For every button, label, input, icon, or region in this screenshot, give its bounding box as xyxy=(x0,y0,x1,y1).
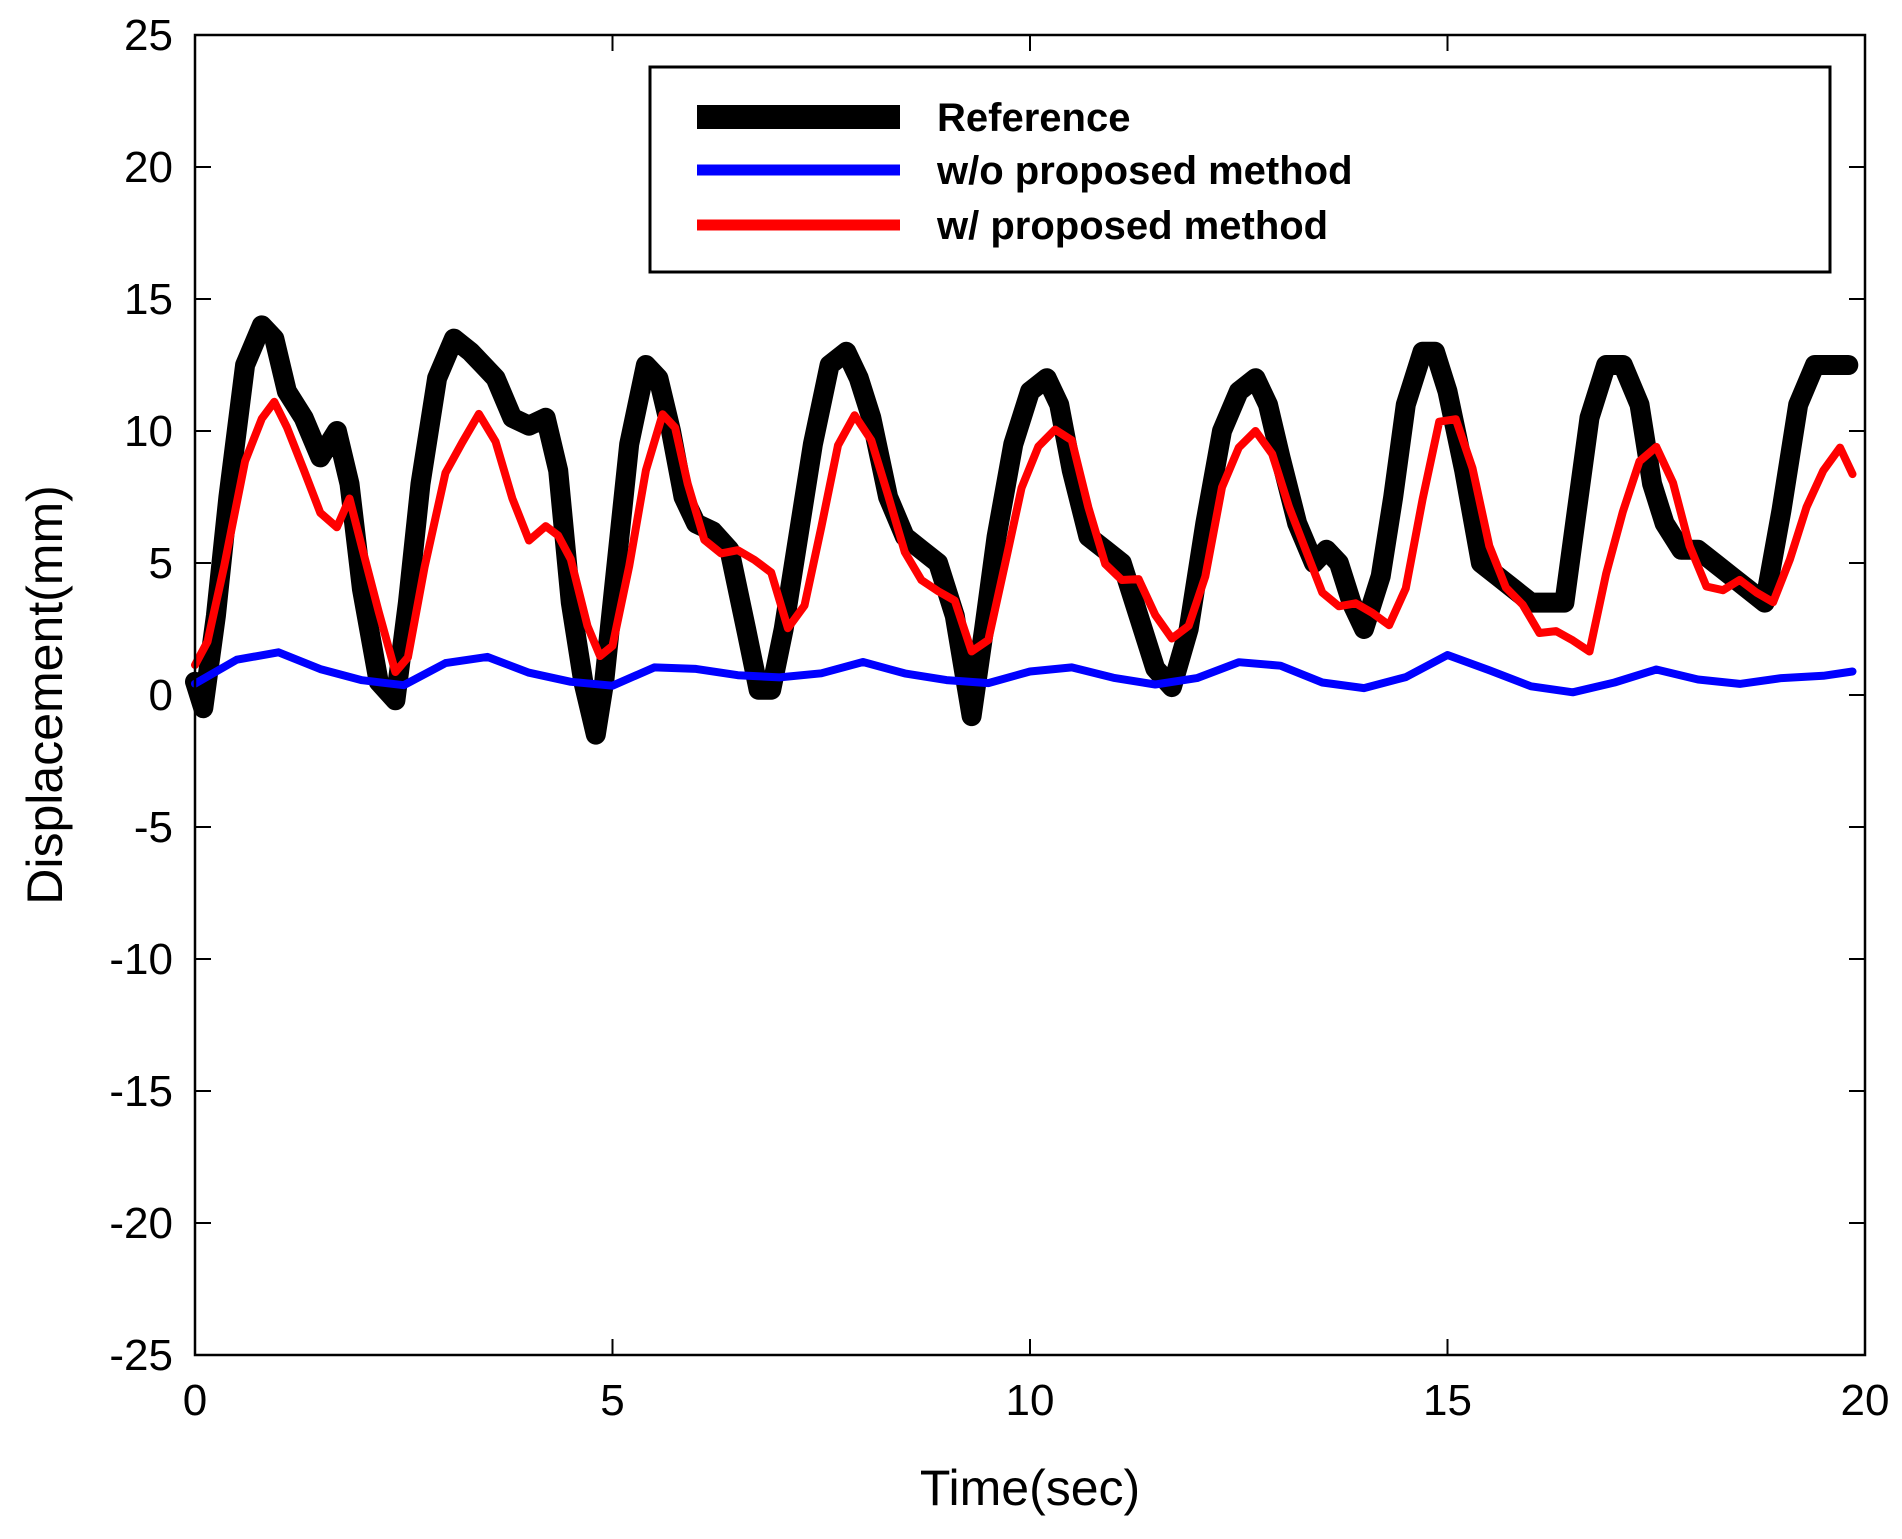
tick-layer: 0 5 10 15 20 25 20 15 10 5 0 -5 -10 -15 -20 -25 xyxy=(109,11,1889,1425)
legend-label-with-method: w/ proposed method xyxy=(936,204,1328,248)
legend: Reference w/o proposed method w/ propose… xyxy=(648,65,1832,274)
series-layer xyxy=(185,315,1859,745)
y-tick-label: -25 xyxy=(109,1331,173,1380)
x-tick-label: 5 xyxy=(600,1376,624,1425)
x-tick-label: 0 xyxy=(183,1376,207,1425)
y-tick-label: 5 xyxy=(149,539,173,588)
y-tick-label: 20 xyxy=(124,143,173,192)
y-tick-label: 0 xyxy=(149,671,173,720)
y-tick-label: 25 xyxy=(124,11,173,60)
y-tick-label: 10 xyxy=(124,407,173,456)
x-tick-label: 15 xyxy=(1423,1376,1472,1425)
y-axis-label: Displacement(mm) xyxy=(17,485,73,905)
y-tick-label: -15 xyxy=(109,1067,173,1116)
x-tick-label: 20 xyxy=(1841,1376,1890,1425)
series-reference xyxy=(185,315,1859,745)
legend-label-without-method: w/o proposed method xyxy=(936,149,1353,193)
x-axis-label: Time(sec) xyxy=(920,1460,1140,1516)
series-with-method xyxy=(191,397,1857,676)
y-tick-label: -5 xyxy=(134,803,173,852)
x-tick-label: 10 xyxy=(1006,1376,1055,1425)
y-tick-label: -10 xyxy=(109,935,173,984)
y-tick-label: 15 xyxy=(124,275,173,324)
legend-label-reference: Reference xyxy=(937,96,1130,140)
series-without-method xyxy=(191,648,1857,697)
y-tick-label: -20 xyxy=(109,1199,173,1248)
